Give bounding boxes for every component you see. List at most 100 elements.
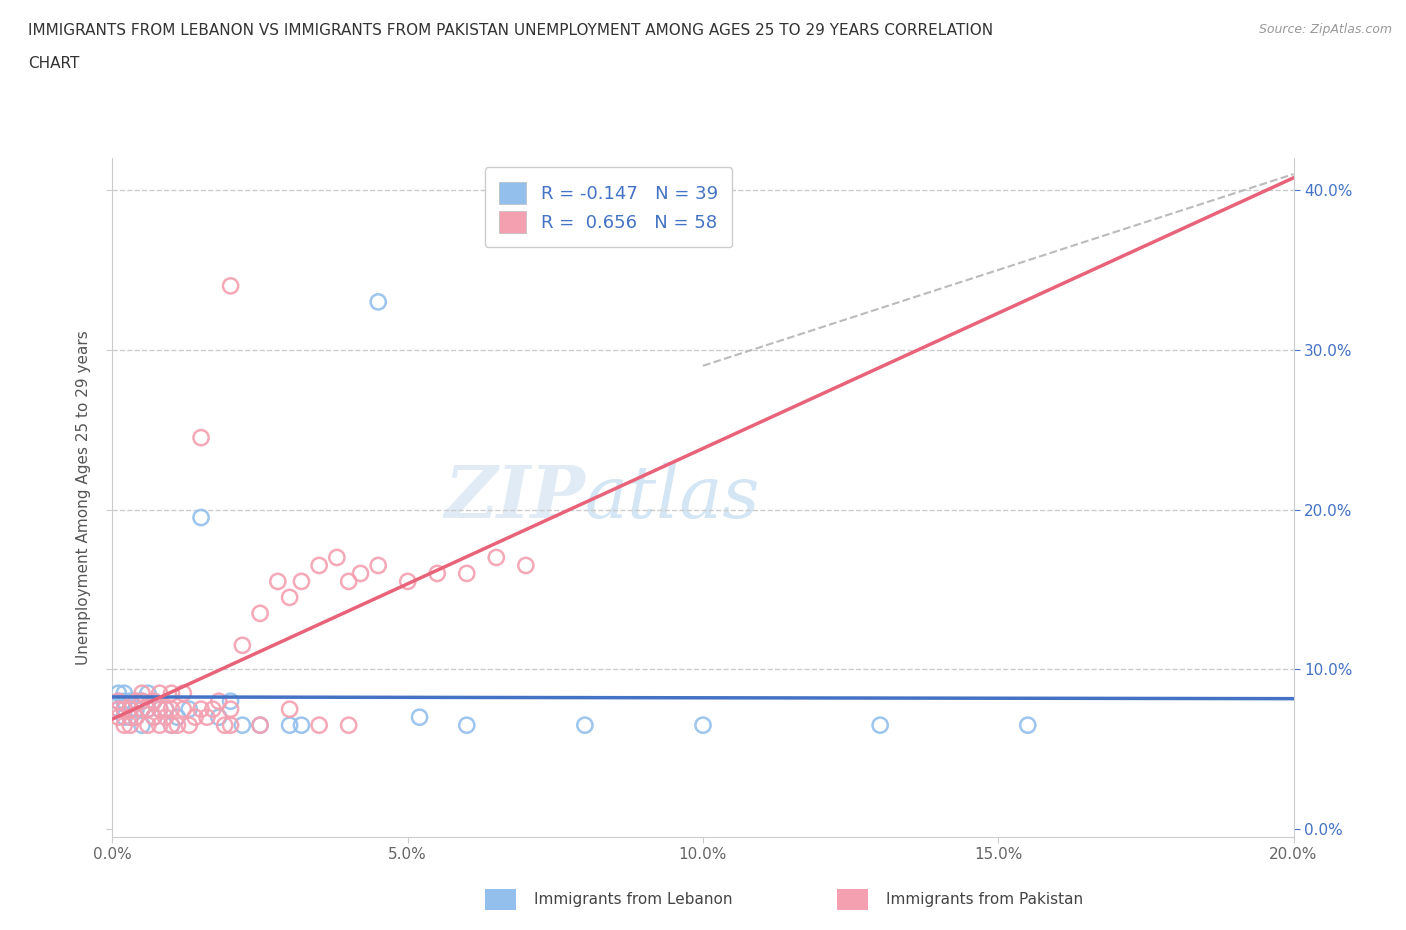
Point (249, 606, 271, 621)
Point (160, 718, 183, 733)
Point (201, 702, 224, 717)
Point (120, 710, 142, 724)
Point (107, 702, 129, 717)
Point (290, 574, 312, 589)
Point (107, 702, 129, 717)
Point (367, 295, 389, 310)
Point (125, 694, 148, 709)
Point (166, 710, 188, 724)
Point (869, 718, 891, 733)
Y-axis label: Unemployment Among Ages 25 to 29 years: Unemployment Among Ages 25 to 29 years (76, 330, 91, 665)
Point (337, 574, 360, 589)
Point (112, 702, 135, 717)
Point (166, 718, 188, 733)
Point (131, 702, 153, 717)
Point (160, 718, 183, 733)
Point (172, 702, 194, 717)
Point (278, 590, 301, 604)
Point (219, 278, 242, 293)
Point (131, 702, 153, 717)
Point (692, 718, 714, 733)
Point (149, 702, 172, 717)
Point (142, 710, 165, 724)
Point (136, 702, 159, 717)
Point (249, 718, 271, 733)
Point (190, 510, 212, 525)
Point (290, 718, 312, 733)
Legend: R = -0.147   N = 39, R =  0.656   N = 58: R = -0.147 N = 39, R = 0.656 N = 58 (485, 167, 733, 247)
Point (456, 718, 478, 733)
Text: atlas: atlas (585, 462, 761, 533)
Point (367, 558, 389, 573)
Point (267, 574, 290, 589)
Point (112, 694, 135, 709)
Point (208, 710, 231, 724)
Point (155, 710, 177, 724)
Point (278, 702, 301, 717)
Point (131, 718, 153, 733)
Point (278, 718, 301, 733)
Point (136, 718, 159, 733)
Point (112, 702, 135, 717)
Point (219, 718, 242, 733)
Point (396, 574, 419, 589)
Point (131, 694, 153, 709)
Point (120, 718, 142, 733)
Point (107, 685, 129, 700)
Point (219, 694, 242, 709)
Point (184, 710, 207, 724)
Point (190, 431, 212, 445)
Text: CHART: CHART (28, 56, 80, 71)
Point (190, 702, 212, 717)
Text: Immigrants from Lebanon: Immigrants from Lebanon (534, 892, 733, 907)
Point (485, 550, 508, 565)
Point (112, 685, 135, 700)
Point (120, 694, 142, 709)
Point (426, 566, 449, 581)
Point (112, 718, 135, 733)
Point (149, 718, 172, 733)
Point (125, 694, 148, 709)
Point (515, 558, 537, 573)
Point (155, 702, 177, 717)
Point (231, 638, 253, 653)
Text: Source: ZipAtlas.com: Source: ZipAtlas.com (1258, 23, 1392, 36)
Point (308, 558, 330, 573)
Point (160, 685, 183, 700)
Point (149, 685, 172, 700)
Point (349, 566, 371, 581)
Point (179, 702, 201, 717)
Point (195, 710, 218, 724)
Point (120, 710, 142, 724)
Point (131, 694, 153, 709)
Text: Immigrants from Pakistan: Immigrants from Pakistan (886, 892, 1083, 907)
Point (160, 702, 183, 717)
Point (136, 702, 159, 717)
Text: IMMIGRANTS FROM LEBANON VS IMMIGRANTS FROM PAKISTAN UNEMPLOYMENT AMONG AGES 25 T: IMMIGRANTS FROM LEBANON VS IMMIGRANTS FR… (28, 23, 993, 38)
Point (337, 718, 360, 733)
Point (107, 710, 129, 724)
Point (574, 718, 596, 733)
Point (208, 694, 231, 709)
Point (125, 702, 148, 717)
Point (107, 694, 129, 709)
Point (149, 702, 172, 717)
Point (142, 710, 165, 724)
Point (125, 710, 148, 724)
Point (172, 685, 194, 700)
Point (249, 718, 271, 733)
Point (155, 702, 177, 717)
Point (125, 710, 148, 724)
Point (136, 685, 159, 700)
Point (408, 710, 430, 724)
Point (142, 694, 165, 709)
Point (308, 718, 330, 733)
Point (179, 718, 201, 733)
Point (326, 550, 349, 565)
Point (219, 702, 242, 717)
Point (120, 702, 142, 717)
Point (107, 694, 129, 709)
Point (214, 718, 236, 733)
Point (142, 694, 165, 709)
Point (1017, 718, 1039, 733)
